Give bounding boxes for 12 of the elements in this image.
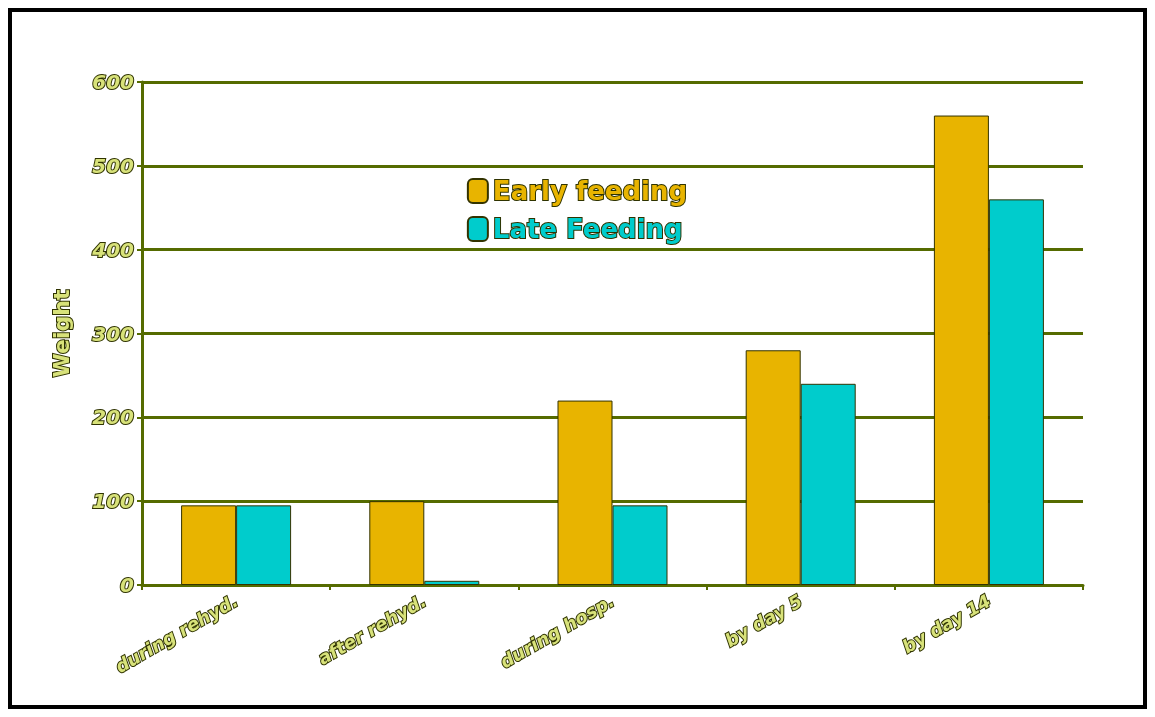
y-tick-label: 400 [91,237,135,262]
y-tick-label: 600 [92,70,135,94]
y-tick-label: 300 [92,321,135,346]
legend-label: Early feeding [492,176,688,206]
y-tick-label: 0 [120,573,135,597]
y-tick-label: 100 [92,489,135,514]
y-tick-label: 200 [92,405,135,430]
y-tick-label: 500 [92,153,135,178]
x-tick-label: by day 5 [721,589,806,651]
x-tick-label: by day 14 [898,589,995,658]
y-axis-title: Weight [48,289,74,378]
legend-label: Late Feeding [492,214,683,244]
